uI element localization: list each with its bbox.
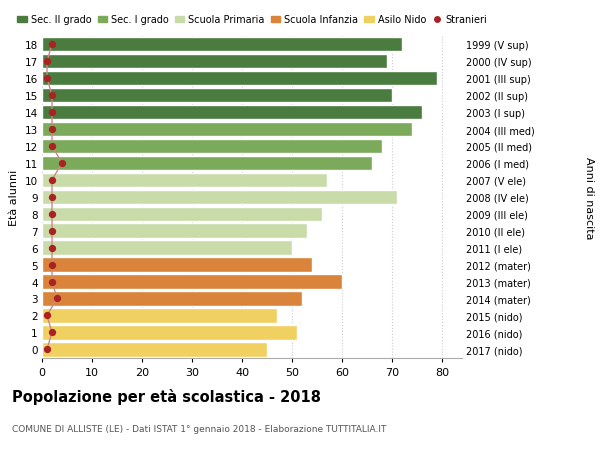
Point <box>47 261 57 269</box>
Point <box>47 177 57 184</box>
Point <box>42 58 52 66</box>
Point <box>47 41 57 49</box>
Bar <box>42 72 437 86</box>
Bar <box>42 241 292 255</box>
Bar <box>42 275 342 289</box>
Bar <box>42 342 267 357</box>
Bar <box>42 308 277 323</box>
Point <box>47 194 57 201</box>
Bar <box>42 325 297 340</box>
Point <box>47 109 57 117</box>
Point <box>47 143 57 150</box>
Bar <box>42 123 412 137</box>
Point <box>42 312 52 319</box>
Point <box>42 75 52 83</box>
Bar <box>42 291 302 306</box>
Point <box>52 295 62 302</box>
Bar <box>42 38 402 52</box>
Bar <box>42 224 307 238</box>
Point <box>47 211 57 218</box>
Point <box>47 278 57 285</box>
Text: Anni di nascita: Anni di nascita <box>584 156 594 239</box>
Y-axis label: Età alunni: Età alunni <box>9 169 19 225</box>
Bar <box>42 258 312 272</box>
Point <box>47 228 57 235</box>
Bar <box>42 106 422 120</box>
Point <box>57 160 67 167</box>
Legend: Sec. II grado, Sec. I grado, Scuola Primaria, Scuola Infanzia, Asilo Nido, Stran: Sec. II grado, Sec. I grado, Scuola Prim… <box>17 16 487 25</box>
Bar <box>42 55 387 69</box>
Bar <box>42 89 392 103</box>
Bar <box>42 157 372 171</box>
Point <box>42 346 52 353</box>
Point <box>47 329 57 336</box>
Bar <box>42 140 382 154</box>
Text: Popolazione per età scolastica - 2018: Popolazione per età scolastica - 2018 <box>12 388 321 404</box>
Text: COMUNE DI ALLISTE (LE) - Dati ISTAT 1° gennaio 2018 - Elaborazione TUTTITALIA.IT: COMUNE DI ALLISTE (LE) - Dati ISTAT 1° g… <box>12 425 386 434</box>
Point <box>47 126 57 134</box>
Bar <box>42 190 397 205</box>
Point <box>47 245 57 252</box>
Bar <box>42 207 322 221</box>
Point <box>47 92 57 100</box>
Bar <box>42 173 327 188</box>
